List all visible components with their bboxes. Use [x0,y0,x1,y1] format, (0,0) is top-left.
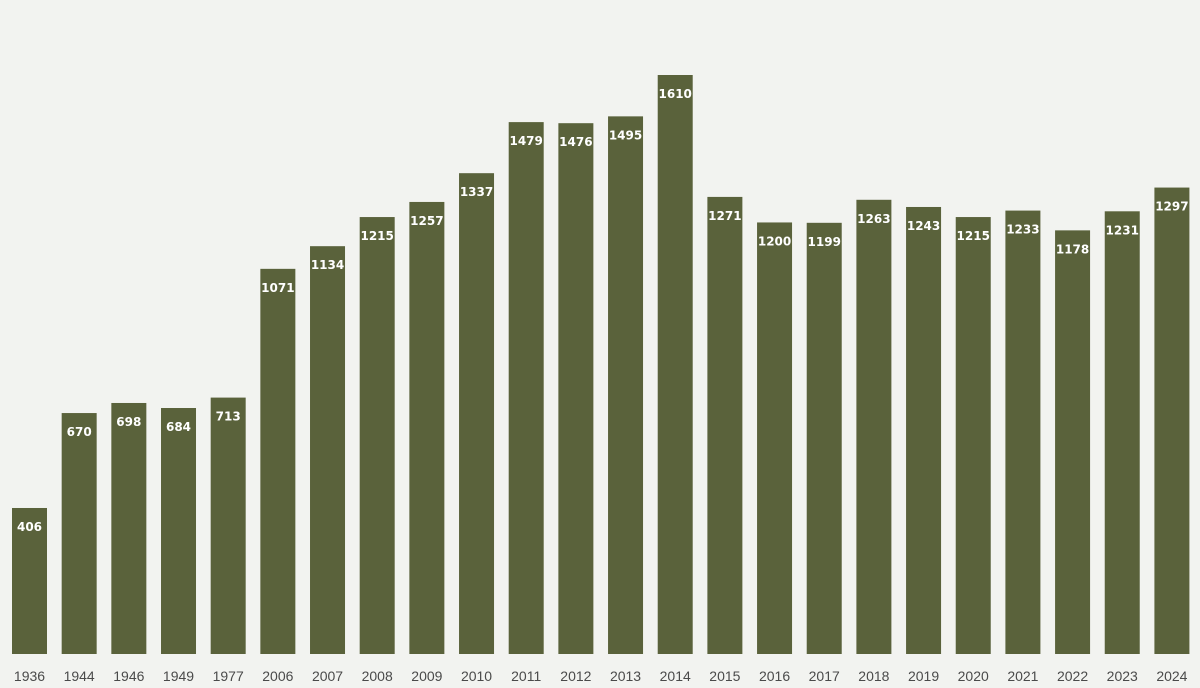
bar-value-label-1949: 684 [166,420,191,434]
x-tick-label-2012: 2012 [560,668,591,684]
x-tick-label-2017: 2017 [809,668,840,684]
bar-value-label-2007: 1134 [311,258,344,272]
x-tick-label-2021: 2021 [1007,668,1038,684]
bar-2022 [1055,230,1091,655]
bar-2012 [558,123,594,654]
bar-value-label-2011: 1479 [509,134,542,148]
bar-value-label-2014: 1610 [659,87,692,101]
bar-1944 [61,413,97,654]
bar-value-label-1977: 713 [216,410,241,424]
bar-2007 [310,246,346,654]
bar-value-label-1946: 698 [116,415,141,429]
bar-value-label-2021: 1233 [1006,223,1039,237]
x-tick-label-2014: 2014 [660,668,691,684]
bar-value-label-2006: 1071 [261,281,294,295]
bar-value-label-2024: 1297 [1155,200,1188,214]
bar-value-label-2013: 1495 [609,128,642,142]
bar-2009 [409,201,445,654]
x-tick-label-2016: 2016 [759,668,790,684]
bar-value-label-2023: 1231 [1106,223,1139,237]
bar-2017 [806,222,842,654]
bar-2010 [459,173,495,654]
bar-value-label-2009: 1257 [410,214,443,228]
bar-value-label-2010: 1337 [460,185,493,199]
bar-1936 [12,507,47,654]
bar-value-label-2020: 1215 [957,229,990,243]
x-tick-label-2013: 2013 [610,668,641,684]
bar-2014 [657,75,693,654]
x-tick-label-2020: 2020 [958,668,989,684]
bar-value-label-2015: 1271 [708,209,741,223]
bar-2016 [757,222,793,654]
x-tick-label-1936: 1936 [14,668,45,684]
bar-2015 [707,196,743,654]
bar-value-labels: 406 670 698 684 713 1071 1134 1215 1257 1337 1479 1… [17,87,1189,534]
x-tick-label-2011: 2011 [511,668,541,684]
x-tick-label-2009: 2009 [411,668,442,684]
bar-2019 [906,206,942,655]
bar-2006 [260,268,296,654]
bar-1946 [111,402,147,654]
bar-value-label-2018: 1263 [857,212,890,226]
x-tick-label-2008: 2008 [362,668,393,684]
x-tick-label-2010: 2010 [461,668,492,684]
x-tick-label-2019: 2019 [908,668,939,684]
x-tick-label-1944: 1944 [64,668,95,684]
x-tick-label-2006: 2006 [262,668,293,684]
x-axis-tick-labels: 1936 1944 1946 1949 1977 2006 2007 2008 2009 2010… [14,668,1188,684]
bar-2013 [608,116,644,655]
bar-1949 [161,408,197,654]
bar-2011 [508,122,544,655]
x-tick-label-2023: 2023 [1107,668,1138,684]
x-tick-label-2024: 2024 [1156,668,1187,684]
x-tick-label-1946: 1946 [113,668,144,684]
bar-value-label-2017: 1199 [808,235,841,249]
bar-value-label-2022: 1178 [1056,242,1089,256]
bar-2023 [1104,211,1140,655]
bar-value-label-1944: 670 [67,425,92,439]
bar-2008 [359,217,395,655]
x-tick-label-1977: 1977 [213,668,244,684]
bar-1977 [210,397,246,654]
bar-2021 [1005,210,1041,654]
x-tick-label-2022: 2022 [1057,668,1088,684]
x-tick-label-2018: 2018 [858,668,889,684]
bar-2020 [955,217,991,655]
bar-2018 [856,199,892,655]
bar-value-label-2019: 1243 [907,219,940,233]
bar-value-label-2016: 1200 [758,234,791,248]
bars-layer [12,75,1190,655]
bar-value-label-2012: 1476 [559,135,592,149]
bar-value-label-2008: 1215 [360,229,393,243]
bar-2024 [1154,187,1190,654]
bar-value-label-1936: 406 [17,520,42,534]
x-tick-label-2015: 2015 [709,668,740,684]
x-tick-label-1949: 1949 [163,668,194,684]
x-tick-label-2007: 2007 [312,668,343,684]
